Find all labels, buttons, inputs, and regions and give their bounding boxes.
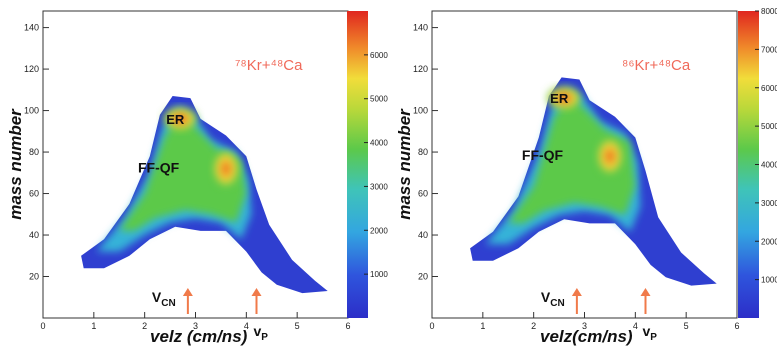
x-tick-label: 2: [142, 321, 147, 331]
ff-qf-hotspot: [213, 150, 239, 187]
velocity-arrowhead: [640, 288, 651, 296]
x-tick-label: 3: [193, 321, 198, 331]
colorbar-tick-label: 4000: [370, 139, 388, 148]
x-axis-title: velz(cm/ns): [540, 327, 633, 346]
y-tick-label: 140: [413, 23, 428, 33]
colorbar-tick-label: 6000: [761, 84, 777, 93]
region-label-ff-qf: FF-QF: [138, 160, 180, 176]
velocity-label-p: vP: [643, 323, 658, 343]
colorbar: [347, 11, 368, 318]
density-inner: [119, 114, 247, 231]
colorbar-tick-label: 6000: [370, 51, 388, 60]
y-tick-label: 100: [24, 106, 39, 116]
y-tick-label: 60: [418, 189, 428, 199]
y-tick-label: 40: [418, 230, 428, 240]
x-tick-label: 3: [582, 321, 587, 331]
chart-panel-1: ER FF-QF ⁷⁸Kr+⁴⁸Ca 20 40 60 80 100 120 140 0 1 2 3 4 5 6…: [6, 10, 388, 346]
ff-qf-hotspot: [596, 138, 623, 175]
colorbar-tick-label: 5000: [370, 95, 388, 104]
x-tick-label: 2: [531, 321, 536, 331]
colorbar-tick-label: 1000: [370, 270, 388, 279]
y-tick-label: 120: [24, 64, 39, 74]
x-tick-label: 4: [244, 321, 249, 331]
y-tick-label: 40: [29, 230, 39, 240]
x-tick-label: 5: [684, 321, 689, 331]
y-tick-label: 60: [29, 189, 39, 199]
x-tick-label: 0: [429, 321, 434, 331]
density-map: [81, 96, 328, 294]
y-tick-label: 140: [24, 23, 39, 33]
density-map: [470, 77, 717, 286]
velocity-arrowhead: [571, 288, 582, 296]
y-tick-label: 20: [418, 272, 428, 282]
region-label-er: ER: [550, 91, 569, 106]
region-label-ff-qf: FF-QF: [522, 147, 564, 163]
colorbar-tick-label: 7000: [761, 45, 777, 54]
colorbar: [738, 11, 759, 318]
velocity-label-p: vP: [254, 323, 269, 343]
x-tick-label: 6: [345, 321, 350, 331]
y-tick-label: 20: [29, 272, 39, 282]
colorbar-tick-label: 2000: [761, 237, 777, 246]
colorbar-tick-label: 8000: [761, 7, 777, 16]
colorbar-tick-label: 3000: [370, 182, 388, 191]
reaction-label: ⁷⁸Kr+⁴⁸Ca: [235, 57, 303, 74]
colorbar-tick-label: 3000: [761, 199, 777, 208]
y-axis-title: mass number: [395, 108, 414, 220]
y-tick-label: 80: [29, 147, 39, 157]
x-tick-label: 1: [91, 321, 96, 331]
y-axis-title: mass number: [6, 108, 25, 220]
colorbar-tick-label: 1000: [761, 276, 777, 285]
x-tick-label: 1: [480, 321, 485, 331]
y-tick-label: 80: [418, 147, 428, 157]
er-hotspot: [547, 86, 582, 111]
x-axis-title: velz (cm/ns): [150, 327, 248, 346]
er-hotspot: [163, 106, 198, 131]
y-tick-label: 120: [413, 64, 428, 74]
colorbar-tick-label: 2000: [370, 226, 388, 235]
x-tick-label: 5: [295, 321, 300, 331]
colorbar-tick-label: 5000: [761, 122, 777, 131]
density-inner: [508, 96, 636, 224]
chart-panel-2: ER FF-QF ⁸⁶Kr+⁴⁸Ca 20 40 60 80 100 120 140 0 1 2 3 4 5 6…: [395, 7, 777, 346]
colorbar-tick-label: 4000: [761, 161, 777, 170]
reaction-label: ⁸⁶Kr+⁴⁸Ca: [622, 57, 691, 74]
x-tick-label: 6: [734, 321, 739, 331]
velocity-arrowhead: [251, 288, 262, 296]
x-tick-label: 0: [40, 321, 45, 331]
velocity-arrowhead: [182, 288, 193, 296]
y-tick-label: 100: [413, 106, 428, 116]
x-tick-label: 4: [633, 321, 638, 331]
region-label-er: ER: [166, 112, 185, 127]
